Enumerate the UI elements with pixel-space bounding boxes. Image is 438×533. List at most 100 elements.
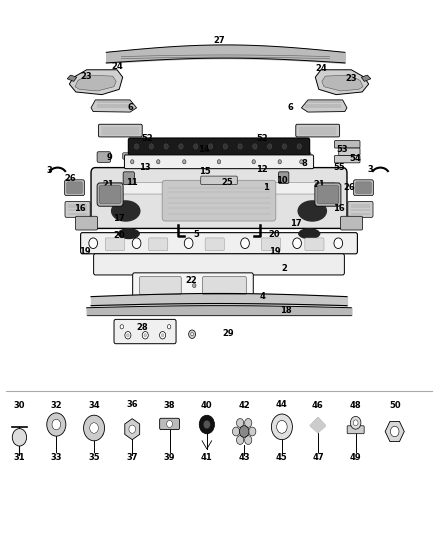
FancyBboxPatch shape — [128, 138, 310, 155]
Circle shape — [353, 420, 358, 426]
Circle shape — [159, 332, 166, 339]
Circle shape — [164, 144, 168, 149]
Text: 13: 13 — [138, 163, 150, 172]
Text: 17: 17 — [290, 219, 302, 228]
Text: 36: 36 — [127, 400, 138, 409]
Text: 19: 19 — [269, 247, 280, 256]
Text: 26: 26 — [65, 174, 77, 183]
FancyBboxPatch shape — [123, 153, 151, 159]
Text: 15: 15 — [199, 167, 211, 176]
Text: 19: 19 — [79, 247, 90, 256]
Ellipse shape — [112, 201, 140, 221]
Text: 39: 39 — [164, 454, 175, 463]
Circle shape — [300, 160, 303, 164]
Polygon shape — [361, 75, 371, 82]
Polygon shape — [315, 70, 369, 95]
FancyBboxPatch shape — [305, 238, 324, 251]
Circle shape — [268, 144, 272, 149]
FancyBboxPatch shape — [315, 183, 341, 206]
FancyBboxPatch shape — [124, 155, 314, 168]
Text: 6: 6 — [288, 103, 293, 112]
Polygon shape — [299, 166, 310, 173]
Circle shape — [12, 429, 27, 446]
Circle shape — [193, 284, 196, 288]
Text: 26: 26 — [343, 183, 355, 192]
Circle shape — [272, 414, 293, 440]
Circle shape — [334, 238, 343, 248]
FancyBboxPatch shape — [94, 254, 344, 275]
FancyBboxPatch shape — [97, 183, 123, 206]
Text: 29: 29 — [223, 329, 234, 337]
Text: 12: 12 — [257, 165, 268, 174]
Text: 38: 38 — [164, 401, 175, 410]
FancyBboxPatch shape — [348, 201, 373, 217]
FancyBboxPatch shape — [334, 141, 360, 148]
Circle shape — [125, 332, 131, 339]
Circle shape — [244, 418, 252, 427]
Circle shape — [52, 419, 60, 430]
Circle shape — [237, 435, 244, 445]
FancyBboxPatch shape — [205, 238, 224, 251]
Circle shape — [167, 421, 173, 427]
FancyBboxPatch shape — [339, 148, 360, 156]
Text: 35: 35 — [88, 454, 100, 463]
Text: 28: 28 — [136, 324, 148, 333]
Circle shape — [223, 144, 227, 149]
Circle shape — [144, 334, 147, 337]
Circle shape — [194, 144, 198, 149]
FancyBboxPatch shape — [91, 167, 347, 229]
Text: 8: 8 — [301, 159, 307, 168]
Text: 49: 49 — [350, 454, 361, 463]
FancyBboxPatch shape — [114, 319, 176, 344]
Circle shape — [156, 160, 160, 164]
FancyBboxPatch shape — [296, 124, 339, 137]
Circle shape — [293, 238, 301, 248]
Text: 11: 11 — [126, 178, 138, 187]
Text: 24: 24 — [315, 63, 327, 72]
Circle shape — [131, 160, 134, 164]
Text: 16: 16 — [74, 204, 86, 213]
Circle shape — [204, 421, 210, 429]
Polygon shape — [125, 419, 140, 440]
Text: 17: 17 — [113, 214, 124, 223]
Text: 37: 37 — [127, 454, 138, 463]
FancyBboxPatch shape — [334, 156, 360, 163]
Circle shape — [244, 435, 252, 445]
Circle shape — [240, 426, 249, 437]
Text: 54: 54 — [350, 154, 361, 163]
Text: 9: 9 — [107, 152, 113, 161]
Polygon shape — [322, 75, 363, 91]
Text: 3: 3 — [46, 166, 52, 175]
Circle shape — [191, 333, 194, 336]
Ellipse shape — [298, 201, 326, 221]
FancyBboxPatch shape — [97, 152, 110, 163]
Circle shape — [142, 332, 148, 339]
Polygon shape — [91, 100, 137, 112]
Text: 42: 42 — [238, 401, 250, 410]
FancyBboxPatch shape — [283, 153, 311, 159]
FancyBboxPatch shape — [279, 172, 289, 183]
Circle shape — [208, 144, 213, 149]
Text: 47: 47 — [312, 454, 324, 463]
Polygon shape — [310, 417, 325, 433]
FancyBboxPatch shape — [103, 182, 335, 194]
FancyBboxPatch shape — [64, 180, 85, 196]
FancyBboxPatch shape — [140, 277, 181, 295]
FancyBboxPatch shape — [160, 418, 180, 430]
Text: 20: 20 — [269, 230, 280, 239]
Text: 52: 52 — [257, 134, 268, 143]
Polygon shape — [385, 422, 404, 441]
FancyBboxPatch shape — [81, 233, 357, 254]
Text: 23: 23 — [346, 74, 357, 83]
Text: 25: 25 — [221, 179, 233, 188]
Circle shape — [179, 144, 183, 149]
Circle shape — [129, 425, 136, 433]
Text: 16: 16 — [333, 204, 345, 213]
Polygon shape — [301, 100, 347, 112]
FancyBboxPatch shape — [123, 172, 134, 184]
FancyBboxPatch shape — [133, 273, 253, 297]
Text: 10: 10 — [276, 176, 287, 185]
Circle shape — [390, 426, 399, 437]
FancyBboxPatch shape — [65, 201, 90, 217]
FancyBboxPatch shape — [67, 182, 82, 193]
